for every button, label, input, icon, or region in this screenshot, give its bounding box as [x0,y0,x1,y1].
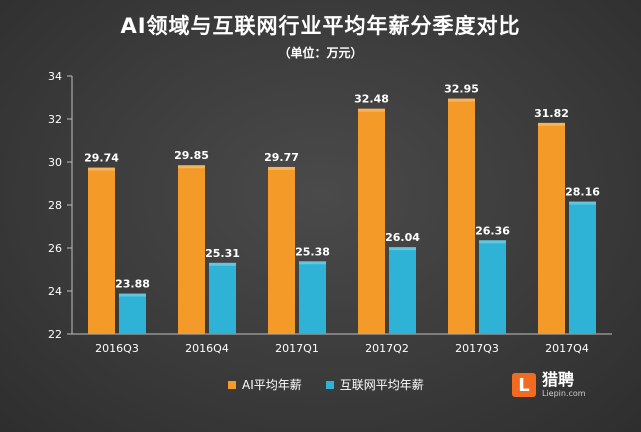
x-tick-label: 2016Q3 [95,342,139,355]
bar-highlight [268,166,295,170]
data-label: 29.77 [264,151,299,164]
data-label: 23.88 [115,278,150,291]
y-tick-label: 32 [48,113,62,126]
data-label: 32.48 [354,93,389,106]
logo-url: Liepin.com [542,389,586,398]
bar-internet [479,240,506,334]
y-tick-label: 30 [48,156,62,169]
y-axis: 22 24 26 28 30 32 34 [48,70,73,341]
bar-internet [299,261,326,334]
legend-swatch-internet [325,380,334,389]
bar-ai [538,122,565,335]
chart-subtitle: （单位：万元） [278,46,363,60]
bar-highlight [119,293,146,297]
bar-highlight [178,165,205,169]
legend-label-internet: 互联网平均年薪 [339,378,424,392]
data-label: 32.95 [444,83,479,96]
x-tick-label: 2017Q2 [365,342,409,355]
bar-internet [119,293,146,334]
x-axis: 2016Q3 2016Q4 2017Q1 2017Q2 2017Q3 2017Q4 [72,333,612,355]
bar-internet [389,247,416,334]
legend-label-ai: AI平均年薪 [242,378,302,392]
bar-highlight [479,240,506,244]
bar-ai [178,165,205,334]
legend-swatch-ai [228,380,236,389]
legend-item-internet: 互联网平均年薪 [325,376,424,393]
bar-highlight [358,108,385,112]
bar-ai [358,108,385,335]
bar-ai [88,167,115,334]
data-labels-group: 29.74 29.85 29.77 32.48 32.95 31.82 23.88 25.31… [84,83,600,291]
y-tick-label: 28 [48,199,62,212]
bar-internet [209,262,236,334]
data-label: 26.36 [475,224,510,237]
x-tick-label: 2016Q4 [185,342,229,355]
data-label: 29.85 [174,149,209,162]
bar-highlight [538,122,565,126]
bar-highlight [569,201,596,205]
bar-ai [448,98,475,334]
legend: AI平均年薪 互联网平均年薪 [228,376,424,393]
data-label: 26.04 [385,231,420,244]
data-label: 31.82 [534,107,569,120]
y-tick-label: 26 [48,242,62,255]
logo-name: 猎聘 [542,370,575,389]
y-tick-label: 34 [48,70,62,83]
bars-group [88,98,596,335]
data-label: 28.16 [565,186,600,199]
x-tick-label: 2017Q1 [275,342,319,355]
bar-highlight [448,98,475,102]
data-label: 25.31 [205,247,240,260]
x-tick-label: 2017Q4 [545,342,589,355]
bar-highlight [209,262,236,266]
bar-ai [268,166,295,334]
bar-highlight [389,247,416,251]
bar-internet [569,201,596,334]
chart-title: AI领域与互联网行业平均年薪分季度对比 [120,14,521,38]
x-tick-label: 2017Q3 [455,342,499,355]
legend-item-ai: AI平均年薪 [228,376,302,393]
liepin-logo: L 猎聘 Liepin.com [512,372,586,398]
logo-mark-icon: L [512,373,536,397]
bar-highlight [299,261,326,265]
data-label: 29.74 [84,152,119,165]
y-tick-label: 24 [48,285,62,298]
y-tick-label: 22 [48,328,62,341]
bar-highlight [88,167,115,171]
data-label: 25.38 [295,245,330,258]
